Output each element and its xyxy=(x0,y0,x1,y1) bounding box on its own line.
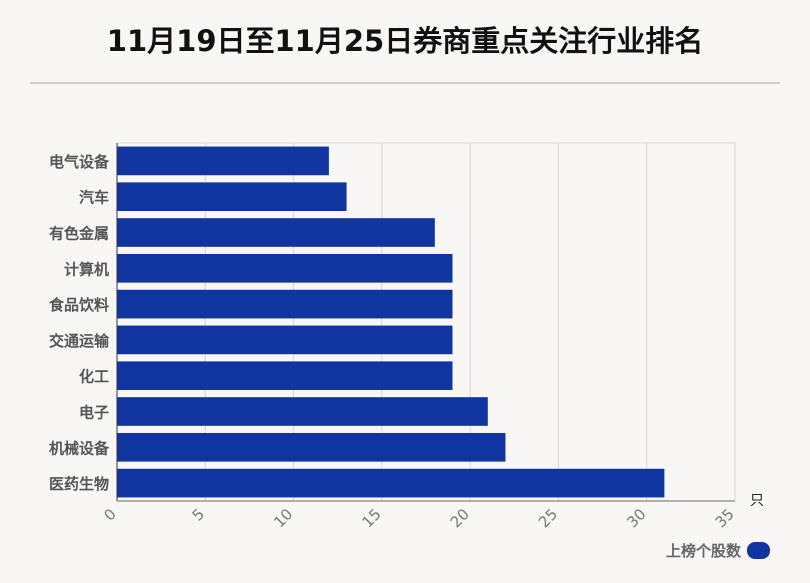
x-tick-label: 30 xyxy=(623,505,649,531)
x-unit-label: 只 xyxy=(750,493,764,509)
x-tick-label: 20 xyxy=(447,505,473,531)
category-label: 医药生物 xyxy=(49,475,109,493)
bar-食品饮料 xyxy=(117,289,453,319)
legend-swatch xyxy=(747,542,770,559)
bar-交通运输 xyxy=(117,325,453,355)
category-label: 电子 xyxy=(79,404,109,422)
x-tick-label: 0 xyxy=(100,505,119,524)
bar-有色金属 xyxy=(117,218,435,247)
bar-汽车 xyxy=(117,182,347,212)
category-label: 机械设备 xyxy=(49,439,110,457)
category-label: 汽车 xyxy=(79,189,109,207)
legend[interactable]: 上榜个股数 xyxy=(666,540,770,561)
bar-化工 xyxy=(117,361,453,391)
category-label: 计算机 xyxy=(64,260,109,278)
bar-电子 xyxy=(117,397,488,426)
chart-title: 11月19日至11月25日券商重点关注行业排名 xyxy=(106,24,704,58)
bar-机械设备 xyxy=(117,432,506,462)
category-label: 化工 xyxy=(79,368,109,386)
x-tick-label: 10 xyxy=(270,505,296,531)
x-tick-label: 35 xyxy=(712,505,738,531)
x-tick-label: 5 xyxy=(189,505,208,524)
category-label: 有色金属 xyxy=(49,225,109,243)
category-label: 电气设备 xyxy=(49,153,110,171)
category-label: 食品饮料 xyxy=(49,296,109,314)
bar-电气设备 xyxy=(117,146,329,176)
legend-label: 上榜个股数 xyxy=(665,542,741,560)
x-tick-label: 15 xyxy=(358,505,384,531)
bar-医药生物 xyxy=(117,468,665,498)
title-divider xyxy=(30,82,780,84)
bar-计算机 xyxy=(117,253,453,283)
x-tick-label: 25 xyxy=(535,505,561,531)
category-label: 交通运输 xyxy=(49,332,110,350)
